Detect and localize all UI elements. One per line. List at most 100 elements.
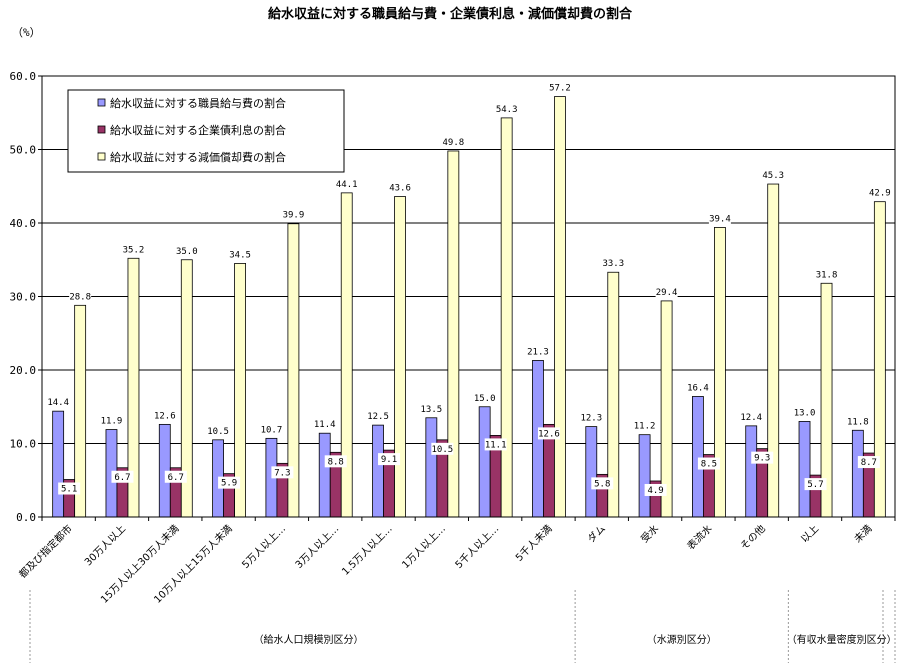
category-label: 5千人以上… (453, 523, 501, 571)
bar (554, 96, 566, 518)
data-label-bg (602, 257, 625, 270)
data-label: 9.1 (381, 455, 397, 465)
data-label: 42.9 (869, 189, 891, 199)
data-label-bg (740, 410, 763, 423)
bar (767, 183, 780, 518)
data-label: 54.3 (496, 105, 518, 115)
bar (425, 417, 438, 518)
bar (478, 406, 491, 518)
data-label: 29.4 (656, 288, 678, 298)
category-label: 1.5万人以上… (340, 523, 395, 578)
data-label: 14.4 (47, 398, 69, 408)
y-tick-label: 50.0 (10, 144, 37, 157)
data-label: 11.8 (847, 417, 869, 427)
data-label-bg (846, 415, 869, 428)
data-label-bg (484, 438, 507, 451)
category-label: 未満 (852, 523, 875, 546)
category-label: 受水 (639, 523, 662, 546)
data-label-bg (633, 419, 656, 432)
data-label-bg (751, 451, 774, 464)
data-label-bg (229, 248, 252, 261)
data-label-bg (389, 181, 412, 194)
data-label-bg (655, 285, 678, 298)
data-label: 8.7 (861, 458, 877, 468)
bar (318, 432, 331, 518)
data-label: 11.2 (634, 422, 656, 432)
data-label: 10.5 (432, 445, 454, 455)
data-label-bg (175, 244, 198, 257)
data-label-bg (122, 243, 145, 256)
bar (692, 396, 704, 518)
data-label-bg (260, 423, 283, 436)
legend-label: 給水収益に対する減価償却費の割合 (110, 150, 286, 164)
data-label: 39.4 (709, 214, 731, 224)
y-tick-label: 0.0 (16, 511, 36, 524)
data-label: 7.3 (274, 468, 290, 478)
bar (798, 421, 811, 518)
y-tick-label: 20.0 (10, 364, 37, 377)
data-label: 21.3 (527, 347, 549, 357)
data-label-bg (857, 456, 880, 469)
data-label-bg (282, 208, 305, 221)
data-label: 44.1 (336, 180, 358, 190)
bar (745, 425, 758, 518)
data-label-bg (526, 345, 549, 358)
legend-swatch (97, 152, 106, 161)
category-label: 1万人以上… (400, 523, 448, 571)
unit-label: （%） (12, 26, 41, 39)
legend-label: 給水収益に対する職員給与費の割合 (110, 96, 286, 110)
data-label: 15.0 (474, 394, 496, 404)
y-tick-label: 40.0 (10, 217, 37, 230)
legend-swatch (97, 98, 106, 107)
data-label-bg (591, 477, 614, 490)
data-label-bg (335, 177, 358, 190)
data-label: 57.2 (549, 84, 571, 94)
data-label-bg (431, 442, 454, 455)
category-label: 3万人以上… (293, 523, 341, 571)
data-label: 8.8 (328, 457, 344, 467)
data-label-bg (47, 396, 70, 409)
data-label-bg (367, 410, 390, 423)
data-label: 12.6 (538, 429, 560, 439)
data-label: 33.3 (602, 259, 624, 269)
bar (500, 117, 513, 518)
data-label: 5.9 (221, 479, 237, 489)
group-label: （水源別区分） (647, 633, 717, 646)
data-label: 49.8 (443, 138, 465, 148)
bar (394, 196, 406, 518)
data-label-bg (164, 470, 187, 483)
data-label-bg (686, 381, 709, 394)
data-label: 45.3 (762, 171, 784, 181)
data-label-bg (537, 427, 560, 440)
data-label-bg (548, 81, 571, 94)
data-label: 11.1 (485, 440, 507, 450)
data-label-bg (207, 424, 230, 437)
data-label-bg (804, 478, 827, 491)
data-label-bg (442, 135, 465, 148)
chart-title: 給水収益に対する職員給与費・企業債利息・減価償却費の割合 (268, 6, 633, 22)
bar (52, 410, 65, 518)
data-label-bg (313, 418, 336, 431)
data-label: 28.8 (69, 292, 91, 302)
data-label-bg (111, 470, 134, 483)
category-label: 以上 (799, 523, 822, 546)
category-label: ダム (585, 522, 608, 545)
data-label-bg (762, 169, 785, 182)
data-label: 12.3 (580, 414, 602, 424)
bar (158, 423, 171, 518)
data-label: 35.2 (123, 245, 145, 255)
legend: 給水収益に対する職員給与費の割合給水収益に対する企業債利息の割合給水収益に対する… (67, 89, 345, 173)
data-label: 11.9 (101, 417, 123, 427)
category-label: 5万人以上… (240, 523, 288, 571)
data-label: 39.9 (283, 211, 305, 221)
y-tick-label: 60.0 (10, 70, 37, 83)
group-label: （有収水量密度別区分） (787, 633, 897, 646)
legend-swatch (97, 125, 106, 134)
data-label: 31.8 (816, 270, 838, 280)
data-label: 6.7 (114, 473, 130, 483)
data-label: 35.0 (176, 247, 198, 257)
data-label: 12.5 (367, 412, 389, 422)
data-label-bg (420, 402, 443, 415)
data-label: 5.1 (61, 485, 77, 495)
